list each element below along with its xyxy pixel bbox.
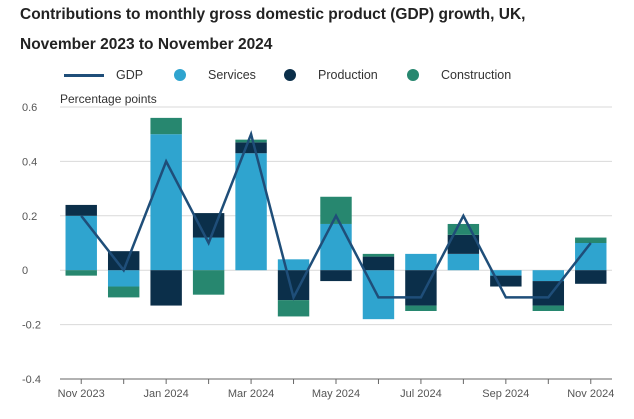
y-tick-label: -0.2 <box>22 320 41 332</box>
bar-construction-jan-2024 <box>150 117 182 135</box>
bar-production-dec-2023 <box>107 251 140 271</box>
bar-services-mar-2024 <box>235 153 267 271</box>
bar-construction-may-2024 <box>320 196 352 224</box>
legend-construction-swatch <box>407 69 419 81</box>
bar-construction-jul-2024 <box>405 305 437 311</box>
x-tick-label: Sep 2024 <box>482 388 529 400</box>
bar-services-oct-2024 <box>532 270 565 282</box>
bar-services-may-2024 <box>320 223 352 271</box>
x-tick-label: Jan 2024 <box>144 388 189 400</box>
legend-gdp-label: GDP <box>116 68 144 82</box>
legend-construction-label: Construction <box>441 68 512 82</box>
bar-construction-jun-2024 <box>362 253 395 257</box>
bar-production-jan-2024 <box>150 270 182 306</box>
bar-services-apr-2024 <box>277 259 310 271</box>
bar-production-jun-2024 <box>362 256 395 271</box>
bar-services-sep-2024 <box>490 270 522 276</box>
x-tick-label: Nov 2023 <box>58 388 105 400</box>
bar-construction-feb-2024 <box>192 270 225 295</box>
bar-construction-nov-2024 <box>575 237 607 243</box>
chart-subtitle: November 2023 to November 2024 <box>20 36 273 53</box>
legend-item-services: Services <box>174 68 256 82</box>
y-tick-label: 0.4 <box>22 156 37 168</box>
bar-services-nov-2023 <box>65 215 97 271</box>
bar-services-jan-2024 <box>150 134 182 271</box>
bar-production-mar-2024 <box>235 142 267 154</box>
bar-production-sep-2024 <box>490 275 522 287</box>
legend-services-swatch <box>174 69 186 81</box>
x-tick-label: Nov 2024 <box>567 388 614 400</box>
chart-title: Contributions to monthly gross domestic … <box>20 6 526 23</box>
bar-services-dec-2023 <box>107 270 140 287</box>
x-tick-label: Jul 2024 <box>400 388 442 400</box>
bar-construction-mar-2024 <box>235 139 267 143</box>
bar-construction-dec-2023 <box>107 286 140 298</box>
bar-production-aug-2024 <box>447 234 480 254</box>
legend-item-gdp: GDP <box>64 68 143 82</box>
bar-production-nov-2023 <box>65 204 97 216</box>
bar-production-may-2024 <box>320 270 352 282</box>
y-tick-label: 0.2 <box>22 211 37 223</box>
legend-services-label: Services <box>208 68 256 82</box>
bar-production-nov-2024 <box>575 270 607 284</box>
bar-construction-nov-2023 <box>65 270 97 276</box>
legend-gdp-line-swatch <box>64 73 104 77</box>
legend-item-production: Production <box>284 68 378 82</box>
y-axis-label: Percentage points <box>60 92 157 106</box>
y-tick-label: 0 <box>22 265 28 277</box>
legend-production-label: Production <box>318 68 378 82</box>
legend-item-construction: Construction <box>407 68 511 82</box>
legend-production-swatch <box>284 69 296 81</box>
x-tick-label: Mar 2024 <box>228 388 274 400</box>
bar-services-jul-2024 <box>405 253 437 271</box>
bar-construction-oct-2024 <box>532 305 565 311</box>
y-tick-label: 0.6 <box>22 102 37 114</box>
bar-construction-aug-2024 <box>447 223 480 235</box>
x-tick-label: May 2024 <box>312 388 360 400</box>
y-tick-label: -0.4 <box>22 374 41 386</box>
bar-services-aug-2024 <box>447 253 480 271</box>
bar-construction-apr-2024 <box>277 300 310 317</box>
